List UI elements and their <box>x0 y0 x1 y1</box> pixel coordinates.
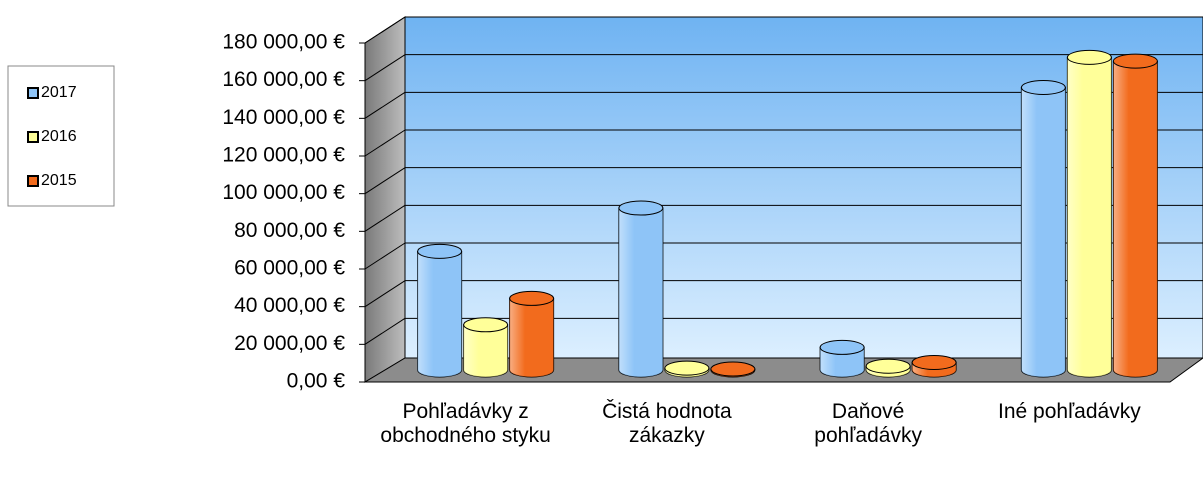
side-wall <box>364 16 406 383</box>
bar-top <box>463 317 509 333</box>
bar-top <box>1066 49 1112 65</box>
legend-swatch <box>27 131 39 143</box>
grid-line <box>364 280 406 308</box>
grid-line <box>364 204 406 232</box>
y-tick-label: 140 000,00 € <box>222 106 345 129</box>
y-tick-label: 60 000,00 € <box>234 257 345 280</box>
bar <box>417 250 463 378</box>
grid-line <box>364 91 406 119</box>
bar <box>509 297 555 378</box>
x-tick-label: Daňové pohľadávky <box>814 400 922 447</box>
y-tick-label: 180 000,00 € <box>222 31 345 54</box>
bar-top <box>710 361 756 377</box>
bar <box>1020 87 1066 378</box>
bar-top <box>417 243 463 259</box>
legend-label: 2017 <box>41 84 77 101</box>
bar-top <box>865 358 911 374</box>
grid-line <box>364 317 406 345</box>
legend-label: 2016 <box>41 128 77 145</box>
y-tick-label: 80 000,00 € <box>234 219 345 242</box>
bar-top <box>1112 53 1158 69</box>
bar-top <box>664 360 710 376</box>
y-tick-label: 100 000,00 € <box>222 181 345 204</box>
grid-line <box>364 167 406 195</box>
legend-box <box>7 65 115 207</box>
legend-label: 2015 <box>41 172 77 189</box>
grid-line <box>364 54 406 82</box>
x-tick-label: Iné pohľadávky <box>998 400 1141 423</box>
grid-line <box>364 129 406 157</box>
y-tick-label: 120 000,00 € <box>222 144 345 167</box>
bar <box>463 324 509 378</box>
bar-top <box>1020 80 1066 95</box>
y-tick-label: 40 000,00 € <box>234 294 345 317</box>
bar-top <box>509 290 555 306</box>
bar-top <box>911 354 957 370</box>
bar <box>1066 56 1112 378</box>
floor <box>363 357 1203 383</box>
bar-top <box>618 200 664 216</box>
legend-swatch <box>27 175 39 187</box>
bar <box>1112 60 1158 378</box>
bar <box>618 207 664 378</box>
y-tick-label: 160 000,00 € <box>222 68 345 91</box>
x-tick-label: Čistá hodnota zákazky <box>602 400 732 447</box>
bar-top <box>819 339 865 355</box>
legend-swatch <box>27 87 39 99</box>
y-tick-label: 0,00 € <box>287 370 346 393</box>
grid-line <box>364 16 406 44</box>
y-tick-label: 20 000,00 € <box>234 332 345 355</box>
grid-line <box>364 242 406 270</box>
x-tick-label: Pohľadávky z obchodného styku <box>380 400 551 447</box>
